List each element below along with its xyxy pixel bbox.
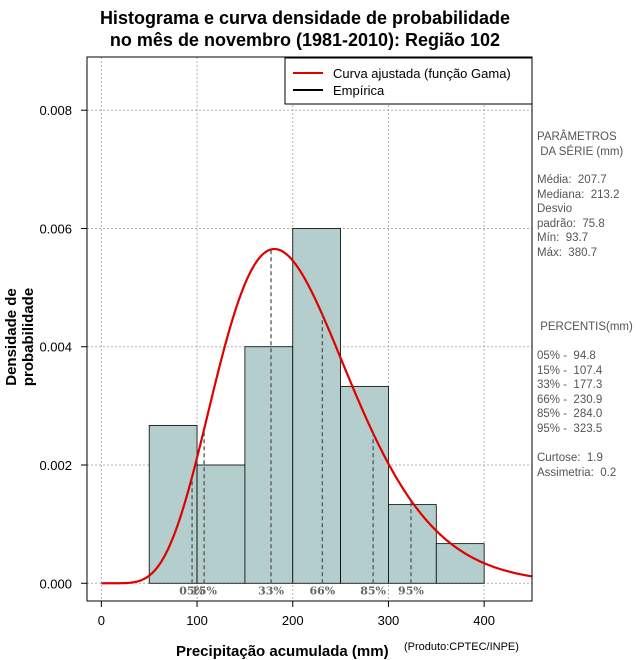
percentile-label: 15%	[191, 584, 217, 597]
x-tick-label: 0	[98, 613, 105, 628]
credit-text: (Produto:CPTEC/INPE)	[404, 641, 519, 653]
y-tick-label: 0.002	[39, 458, 72, 473]
percentile-label: 66%	[309, 584, 335, 597]
histogram-bar	[292, 228, 342, 584]
percentile-label: 33%	[258, 584, 284, 597]
histogram-bar	[244, 346, 294, 584]
percentile-label: 85%	[360, 584, 386, 597]
histogram-bar	[196, 464, 246, 584]
histogram-bar	[388, 504, 437, 584]
histogram-bar	[340, 385, 389, 584]
percentile-label: 05%	[179, 584, 205, 597]
histogram-bar	[148, 424, 198, 584]
plot-frame	[86, 56, 533, 602]
percentis-header: PERCENTIS(mm)	[537, 321, 633, 333]
params-values: Média: 207.7 Mediana: 213.2 Desvio padrã…	[537, 174, 620, 259]
y-axis-label: Densidade de probabilidade	[3, 287, 37, 387]
percentis-values: 05% - 94.8 15% - 107.4 33% - 177.3 66% -…	[537, 350, 603, 435]
chart-title-line1: Histograma e curva densidade de probabil…	[99, 8, 511, 28]
y-tick-label: 0.006	[39, 221, 72, 236]
x-tick-label: 300	[378, 613, 400, 628]
x-tick-label: 200	[282, 613, 304, 628]
y-tick-label: 0.008	[39, 103, 72, 118]
x-tick-label: 400	[473, 613, 495, 628]
legend-label-empirical: Empírica	[333, 83, 385, 98]
x-tick-label: 100	[186, 613, 208, 628]
x-axis-label: Precipitação acumulada (mm)	[176, 643, 389, 660]
stats-values: Curtose: 1.9 Assimetria: 0.2	[537, 452, 617, 479]
percentile-label: 95%	[398, 584, 424, 597]
legend-box	[284, 57, 533, 105]
gamma-fit-curve	[101, 247, 532, 585]
legend-label-fitted: Curva ajustada (função Gama)	[333, 66, 511, 81]
chart-title-line2: no mês de novembro (1981-2010): Região 1…	[109, 30, 501, 50]
y-tick-label: 0.000	[39, 576, 72, 591]
y-tick-label: 0.004	[39, 340, 72, 355]
params-header: PARÂMETROS DA SÉRIE (mm)	[537, 131, 624, 158]
